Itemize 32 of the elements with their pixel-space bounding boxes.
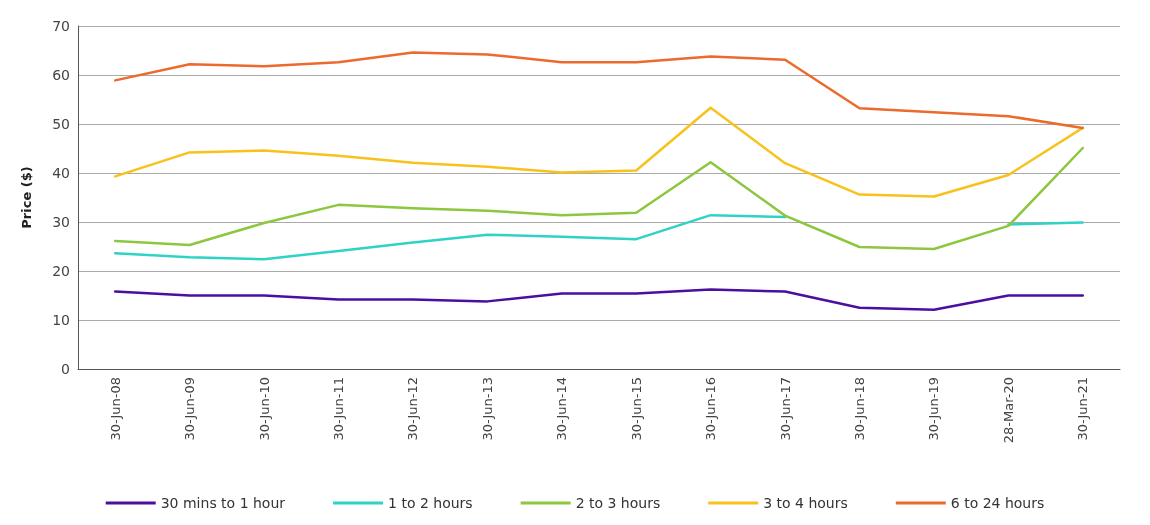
x-tick-label: 30-Jun-19	[926, 377, 942, 441]
x-tick-label: 30-Jun-11	[331, 377, 346, 441]
y-axis-title: Price ($)	[19, 166, 34, 229]
y-tick-label: 10	[52, 312, 70, 328]
x-tick-label: 30-Jun-14	[554, 377, 570, 441]
x-tick-label: 30-Jun-21	[1075, 377, 1091, 441]
legend-label: 1 to 2 hours	[388, 495, 473, 511]
x-tick-label: 30-Jun-09	[182, 377, 198, 441]
y-tick-label: 60	[52, 67, 70, 83]
x-tick-label: 30-Jun-08	[107, 377, 123, 441]
legend-label: 2 to 3 hours	[575, 495, 661, 511]
x-tick-label: 30-Jun-18	[852, 377, 867, 441]
x-tick-label: 30-Jun-16	[703, 377, 719, 441]
y-tick-label: 0	[61, 361, 70, 377]
line-series	[113, 146, 1085, 251]
x-tick-label: 30-Jun-17	[777, 377, 793, 441]
y-tick-label: 30	[52, 214, 70, 230]
line-series	[113, 288, 1085, 311]
y-tick-label: 40	[52, 165, 70, 181]
y-tick-label: 20	[52, 263, 70, 279]
legend-label: 3 to 4 hours	[763, 495, 848, 511]
x-tick-label: 30-Jun-12	[405, 377, 421, 441]
y-tick-label: 50	[52, 116, 70, 132]
y-tick-label: 70	[52, 18, 70, 34]
line-series	[113, 106, 1085, 198]
legend-label: 30 mins to 1 hour	[160, 495, 286, 511]
x-tick-label: 28-Mar-20	[1000, 377, 1016, 444]
line-series	[113, 51, 1085, 130]
x-tick-label: 30-Jun-10	[256, 377, 272, 441]
x-tick-label: 30-Jun-15	[628, 377, 644, 441]
legend-label: 6 to 24 hours	[950, 495, 1045, 511]
x-tick-label: 30-Jun-13	[479, 377, 495, 441]
